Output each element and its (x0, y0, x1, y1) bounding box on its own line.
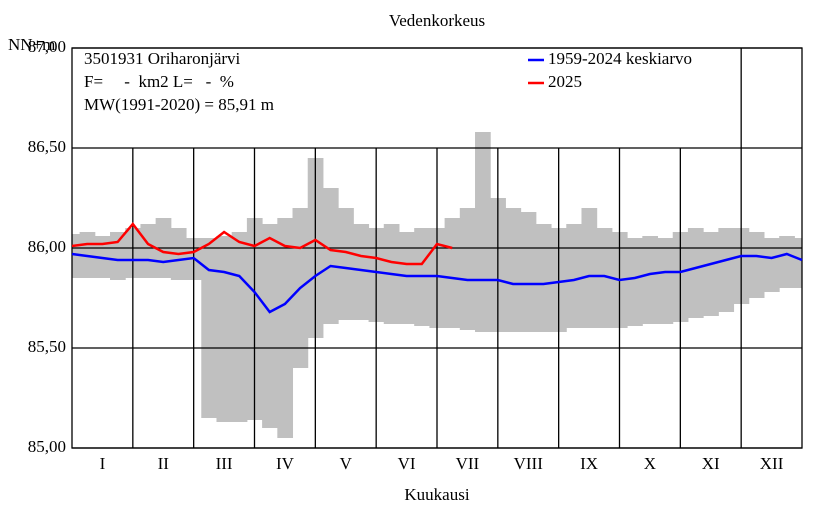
x-tick-label: X (644, 454, 656, 473)
x-tick-label: VIII (514, 454, 544, 473)
y-tick-label: 86,00 (28, 237, 66, 256)
y-tick-label: 86,50 (28, 137, 66, 156)
range-band (763, 238, 780, 292)
y-axis-label: NN+m (8, 35, 55, 54)
range-band (338, 208, 354, 320)
range-band (596, 228, 613, 328)
range-band (201, 238, 217, 418)
range-band (581, 208, 598, 328)
range-band (444, 218, 461, 328)
range-band (475, 132, 491, 332)
y-tick-label: 87,00 (28, 37, 66, 56)
chart-title: Vedenkorkeus (389, 11, 485, 30)
x-tick-label: XII (760, 454, 784, 473)
x-tick-label: VII (456, 454, 480, 473)
x-tick-label: V (340, 454, 353, 473)
y-tick-label: 85,00 (28, 437, 66, 456)
range-band (566, 224, 582, 328)
range-band (398, 232, 415, 324)
range-band (703, 232, 719, 316)
info-text: MW(1991-2020) = 85,91 m (84, 95, 274, 114)
range-band (535, 224, 552, 332)
range-band (459, 208, 476, 330)
range-band (627, 238, 643, 326)
x-tick-label: VI (398, 454, 416, 473)
range-band (277, 218, 294, 438)
legend-label: 1959-2024 keskiarvo (548, 49, 692, 68)
info-text: F= - km2 L= - % (84, 72, 234, 91)
x-tick-label: III (216, 454, 233, 473)
series-line (71, 252, 803, 314)
range-band (262, 224, 278, 428)
range-band (718, 228, 735, 312)
legend-label: 2025 (548, 72, 582, 91)
range-band (748, 232, 765, 298)
info-text: 3501931 Oriharonjärvi (84, 49, 241, 68)
x-tick-label: XI (702, 454, 720, 473)
series-line (71, 222, 453, 266)
range-band (794, 238, 803, 288)
range-band (657, 238, 674, 324)
x-axis-label: Kuukausi (404, 485, 469, 504)
x-tick-label: IV (276, 454, 295, 473)
range-band (322, 188, 339, 324)
range-band (110, 232, 126, 280)
x-tick-label: I (100, 454, 106, 473)
range-band (520, 212, 537, 332)
range-band (779, 236, 795, 288)
x-tick-label: IX (580, 454, 598, 473)
range-band (505, 208, 522, 332)
range-band (642, 236, 659, 324)
y-tick-label: 85,50 (28, 337, 66, 356)
range-band (140, 224, 157, 278)
plot-frame (71, 47, 803, 449)
range-band (72, 234, 81, 278)
range-band (216, 236, 233, 422)
range-band (687, 228, 704, 318)
range-band (231, 232, 248, 422)
x-tick-label: II (158, 454, 170, 473)
